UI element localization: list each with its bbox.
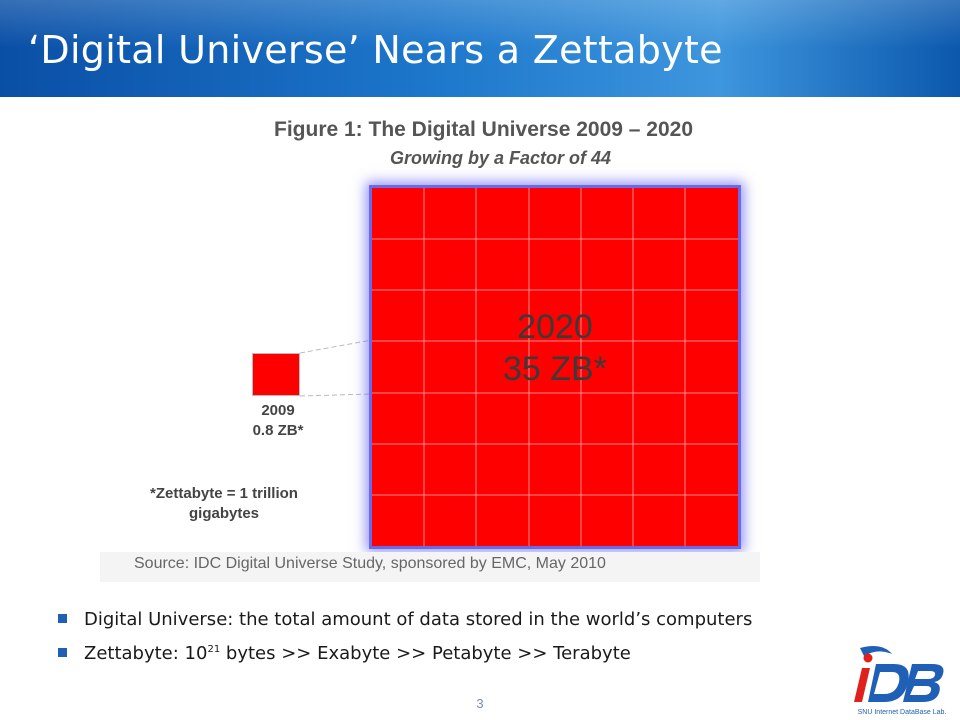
figure-title: Figure 1: The Digital Universe 2009 – 20…	[274, 118, 694, 141]
bullet-text-prefix: Zettabyte: 10	[84, 643, 208, 664]
figure-subtitle: Growing by a Factor of 44	[390, 148, 612, 168]
block-grid	[372, 188, 738, 546]
logo-swoosh-icon	[860, 646, 892, 656]
slide-title: ‘Digital Universe’ Nears a Zettabyte	[28, 28, 723, 72]
block-2020: 2020 35 ZB*	[372, 188, 738, 546]
footnote-line-1: *Zettabyte = 1 trillion	[150, 485, 298, 502]
page-number: 3	[476, 696, 484, 711]
logo-letters-icon	[854, 653, 944, 702]
bullet-marker	[58, 648, 67, 657]
title-bar: ‘Digital Universe’ Nears a Zettabyte	[0, 0, 960, 97]
connector-lines	[299, 339, 373, 397]
footnote-line-2: gigabytes	[188, 505, 260, 522]
bullet-text-suffix: bytes >> Exabyte >> Petabyte >> Terabyte	[220, 643, 631, 664]
block-2020-year: 2020	[517, 308, 593, 346]
block-2009-value: 0.8 ZB*	[252, 422, 304, 439]
title-bar-shine	[0, 0, 960, 48]
idb-lab-logo: SNU Internet DataBase Lab.	[854, 646, 947, 716]
logo-caption: SNU Internet DataBase Lab.	[858, 709, 947, 716]
bullet-list: Digital Universe: the total amount of da…	[58, 609, 752, 677]
bullet-item-zettabyte: Zettabyte: 1021 bytes >> Exabyte >> Peta…	[58, 643, 752, 677]
figure-source: Source: IDC Digital Universe Study, spon…	[100, 552, 760, 582]
block-2009-year: 2009	[261, 402, 295, 419]
figure-digital-universe: Figure 1: The Digital Universe 2009 – 20…	[100, 108, 760, 586]
bullet-exponent: 21	[207, 644, 221, 655]
bullet-marker	[58, 614, 67, 623]
bullet-text: Digital Universe: the total amount of da…	[84, 609, 753, 630]
bullet-item-digital-universe: Digital Universe: the total amount of da…	[58, 609, 752, 643]
zettabyte-footnote: *Zettabyte = 1 trillion gigabytes	[124, 484, 324, 524]
block-2020-value: 35 ZB*	[503, 350, 607, 388]
block-2009	[252, 353, 300, 396]
